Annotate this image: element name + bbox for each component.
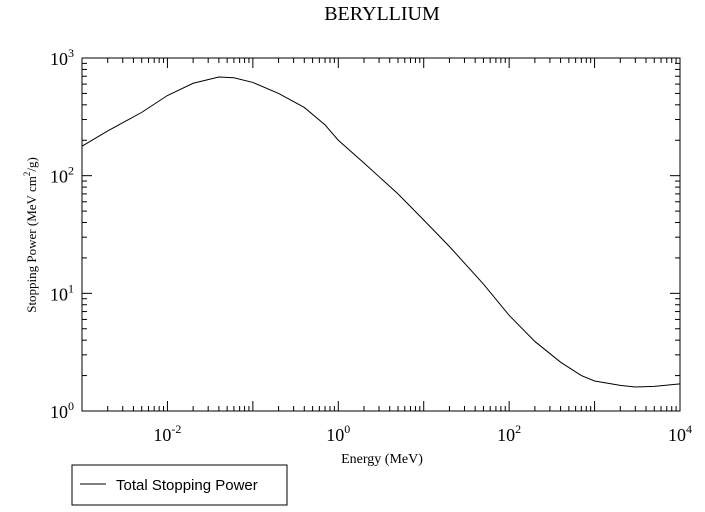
series-line-total-stopping-power [81,76,681,388]
x-tick-label: 102 [497,422,521,445]
legend-label-total-stopping-power: Total Stopping Power [116,477,258,494]
x-tick-labels: 10-2 100 102 104 [153,422,692,445]
axis-ticks [81,58,680,412]
y-axis-label: Stopping Power (MeV cm2/g) [22,157,39,313]
legend: Total Stopping Power [71,464,288,506]
legend-box [71,464,288,506]
y-tick-labels: 100 101 102 103 [50,46,74,422]
x-tick-label: 100 [326,422,350,445]
y-tick-label: 100 [50,399,74,422]
plot-frame [81,57,681,412]
x-tick-label: 104 [668,422,692,445]
chart-title: BERYLLIUM [324,3,440,25]
y-tick-label: 102 [50,164,74,187]
y-axis-label-sup: 2 [22,172,32,177]
y-axis-label-prefix: Stopping Power (MeV cm [24,176,39,313]
y-tick-label: 101 [50,281,74,304]
x-axis-label: Energy (MeV) [341,452,423,467]
y-axis-label-suffix: /g) [24,157,39,171]
x-tick-label: 10-2 [153,422,181,445]
y-tick-label: 103 [50,46,74,69]
